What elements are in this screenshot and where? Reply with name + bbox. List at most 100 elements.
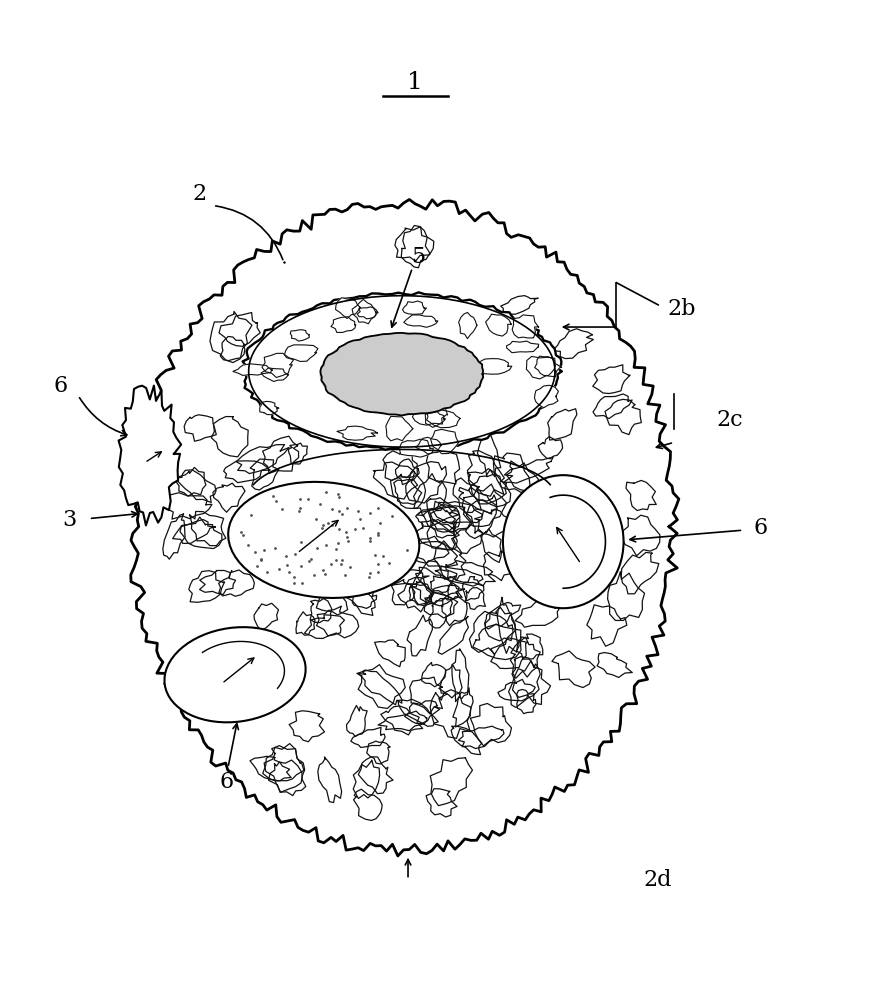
Polygon shape — [485, 314, 510, 336]
Polygon shape — [260, 401, 278, 415]
Polygon shape — [119, 386, 181, 525]
Polygon shape — [441, 593, 467, 626]
Polygon shape — [391, 580, 414, 605]
Polygon shape — [374, 640, 405, 667]
Polygon shape — [304, 615, 344, 638]
Polygon shape — [383, 570, 429, 585]
Polygon shape — [262, 744, 304, 781]
Text: 2b: 2b — [666, 298, 695, 320]
Polygon shape — [626, 480, 656, 511]
Polygon shape — [352, 588, 377, 608]
Polygon shape — [469, 474, 506, 504]
Polygon shape — [427, 507, 455, 532]
Polygon shape — [289, 711, 324, 742]
Text: 2: 2 — [192, 183, 206, 205]
Polygon shape — [233, 364, 272, 375]
Ellipse shape — [228, 482, 419, 598]
Polygon shape — [310, 599, 331, 623]
Polygon shape — [464, 588, 485, 610]
Polygon shape — [260, 368, 288, 381]
Polygon shape — [483, 551, 509, 581]
Polygon shape — [470, 703, 511, 746]
Polygon shape — [424, 593, 457, 618]
Ellipse shape — [320, 333, 483, 415]
Polygon shape — [592, 365, 629, 394]
Polygon shape — [411, 561, 455, 604]
Polygon shape — [506, 341, 538, 353]
Polygon shape — [211, 417, 248, 457]
Polygon shape — [596, 653, 632, 677]
Polygon shape — [604, 399, 641, 435]
Polygon shape — [213, 483, 245, 512]
Polygon shape — [351, 727, 385, 747]
Polygon shape — [261, 353, 293, 377]
Polygon shape — [130, 199, 678, 856]
Polygon shape — [458, 726, 503, 749]
Polygon shape — [383, 450, 416, 480]
Polygon shape — [426, 410, 460, 428]
Polygon shape — [467, 451, 504, 496]
Polygon shape — [412, 536, 448, 563]
Polygon shape — [551, 651, 595, 688]
Polygon shape — [534, 356, 555, 376]
Polygon shape — [357, 307, 377, 319]
Polygon shape — [402, 301, 426, 314]
Polygon shape — [398, 577, 434, 612]
Polygon shape — [426, 519, 456, 550]
Polygon shape — [474, 509, 509, 537]
Polygon shape — [400, 226, 430, 268]
Polygon shape — [431, 429, 459, 454]
Polygon shape — [354, 789, 382, 820]
Polygon shape — [607, 572, 644, 620]
Polygon shape — [175, 467, 206, 496]
Polygon shape — [462, 484, 506, 526]
Polygon shape — [253, 603, 278, 630]
Polygon shape — [393, 479, 421, 504]
Polygon shape — [416, 567, 462, 599]
Polygon shape — [317, 757, 341, 803]
Polygon shape — [538, 437, 562, 459]
Polygon shape — [316, 606, 358, 638]
Polygon shape — [190, 511, 226, 546]
Polygon shape — [175, 470, 216, 502]
Polygon shape — [493, 453, 529, 492]
Polygon shape — [400, 439, 432, 457]
Polygon shape — [430, 690, 470, 738]
Polygon shape — [426, 439, 459, 484]
Polygon shape — [421, 663, 446, 687]
Polygon shape — [534, 385, 558, 408]
Polygon shape — [250, 756, 291, 781]
Polygon shape — [480, 529, 501, 562]
Polygon shape — [453, 478, 481, 512]
Polygon shape — [477, 427, 500, 477]
Polygon shape — [424, 411, 445, 427]
Polygon shape — [433, 541, 465, 580]
Polygon shape — [431, 502, 481, 524]
Polygon shape — [451, 649, 469, 702]
Polygon shape — [390, 471, 425, 508]
Polygon shape — [394, 227, 433, 261]
Polygon shape — [435, 566, 482, 586]
Ellipse shape — [164, 627, 306, 722]
Polygon shape — [290, 330, 309, 341]
Text: 5: 5 — [411, 246, 425, 268]
Polygon shape — [503, 457, 553, 483]
Polygon shape — [395, 459, 419, 485]
Polygon shape — [337, 426, 377, 440]
Polygon shape — [352, 299, 377, 324]
Polygon shape — [398, 699, 438, 726]
Polygon shape — [180, 517, 222, 549]
Polygon shape — [485, 607, 515, 641]
Polygon shape — [335, 298, 360, 319]
Polygon shape — [411, 582, 431, 606]
Polygon shape — [497, 598, 517, 653]
Polygon shape — [490, 638, 527, 669]
Polygon shape — [516, 689, 535, 714]
Polygon shape — [497, 679, 534, 701]
Polygon shape — [218, 570, 254, 596]
Polygon shape — [408, 584, 431, 605]
Polygon shape — [262, 436, 299, 473]
Polygon shape — [525, 356, 561, 379]
Polygon shape — [173, 519, 215, 543]
Polygon shape — [346, 706, 367, 737]
